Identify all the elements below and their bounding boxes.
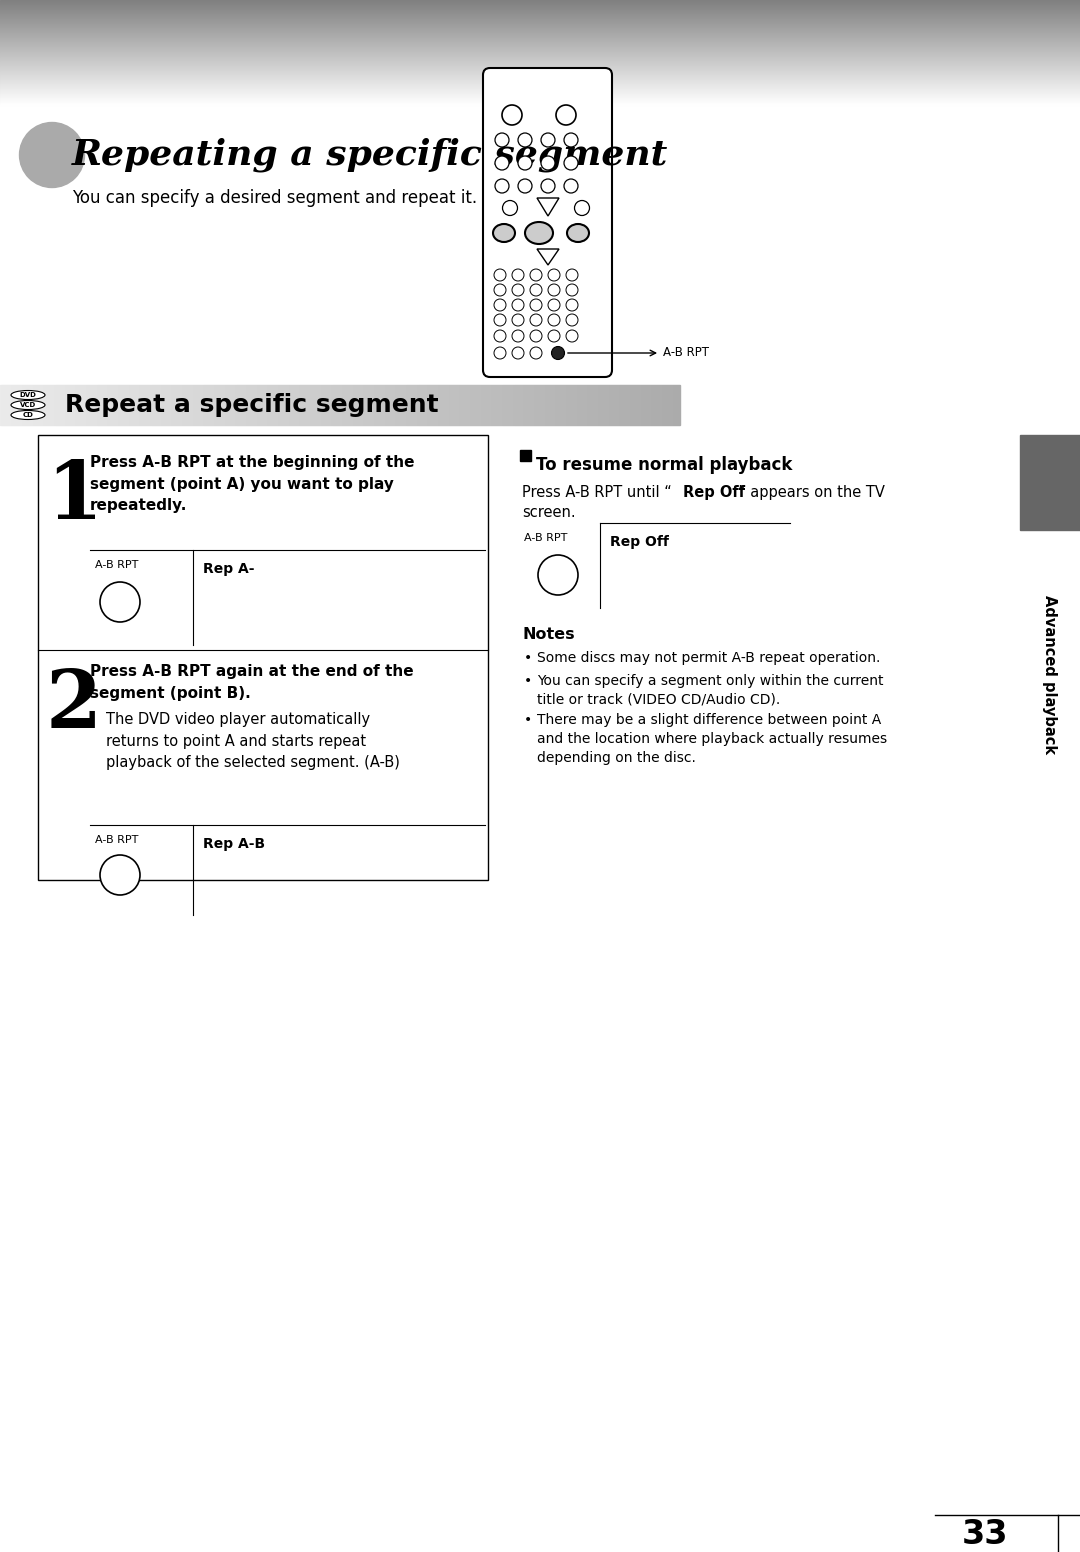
Ellipse shape xyxy=(494,348,507,359)
Ellipse shape xyxy=(502,106,522,126)
Ellipse shape xyxy=(541,178,555,192)
Ellipse shape xyxy=(512,268,524,281)
Ellipse shape xyxy=(494,268,507,281)
Ellipse shape xyxy=(530,314,542,326)
Ellipse shape xyxy=(518,133,532,147)
Text: The DVD video player automatically
returns to point A and starts repeat
playback: The DVD video player automatically retur… xyxy=(106,712,400,770)
Text: 33: 33 xyxy=(962,1518,1009,1552)
Text: •: • xyxy=(524,674,532,688)
Text: •: • xyxy=(524,712,532,726)
Text: DVD: DVD xyxy=(19,393,37,397)
Polygon shape xyxy=(537,199,559,216)
Ellipse shape xyxy=(541,157,555,171)
Ellipse shape xyxy=(575,200,590,216)
Text: Press A-B RPT again at the end of the
segment (point B).: Press A-B RPT again at the end of the se… xyxy=(90,664,414,700)
Text: A-B RPT: A-B RPT xyxy=(95,560,138,570)
Text: screen.: screen. xyxy=(522,504,576,520)
Ellipse shape xyxy=(566,268,578,281)
Ellipse shape xyxy=(567,223,589,242)
Circle shape xyxy=(100,582,140,622)
Text: Repeating a specific segment: Repeating a specific segment xyxy=(72,138,669,172)
Ellipse shape xyxy=(564,157,578,171)
Ellipse shape xyxy=(512,300,524,310)
Ellipse shape xyxy=(530,300,542,310)
Ellipse shape xyxy=(530,331,542,341)
Text: To resume normal playback: To resume normal playback xyxy=(536,456,793,473)
Ellipse shape xyxy=(548,314,561,326)
Text: Press A-B RPT at the beginning of the
segment (point A) you want to play
repeate: Press A-B RPT at the beginning of the se… xyxy=(90,455,415,514)
Ellipse shape xyxy=(564,133,578,147)
Ellipse shape xyxy=(530,268,542,281)
Polygon shape xyxy=(537,248,559,265)
Text: Press A-B RPT until “: Press A-B RPT until “ xyxy=(522,484,672,500)
Bar xyxy=(519,450,531,461)
Text: Rep A-B: Rep A-B xyxy=(203,837,265,850)
Ellipse shape xyxy=(556,106,576,126)
Ellipse shape xyxy=(548,300,561,310)
Ellipse shape xyxy=(530,348,542,359)
Text: 1: 1 xyxy=(46,458,102,535)
Ellipse shape xyxy=(548,331,561,341)
Text: Rep A-: Rep A- xyxy=(203,562,255,576)
Text: A-B RPT: A-B RPT xyxy=(663,346,708,360)
Text: Some discs may not permit A-B repeat operation.: Some discs may not permit A-B repeat ope… xyxy=(537,650,880,664)
Ellipse shape xyxy=(552,346,565,360)
Ellipse shape xyxy=(512,348,524,359)
Text: There may be a slight difference between point A
and the location where playback: There may be a slight difference between… xyxy=(537,712,887,765)
Ellipse shape xyxy=(11,391,45,399)
Ellipse shape xyxy=(566,300,578,310)
Text: VCD: VCD xyxy=(19,402,36,408)
Ellipse shape xyxy=(525,222,553,244)
Ellipse shape xyxy=(541,133,555,147)
Text: 2: 2 xyxy=(46,667,103,745)
Ellipse shape xyxy=(518,178,532,192)
Text: ” appears on the TV: ” appears on the TV xyxy=(738,484,885,500)
Text: CD: CD xyxy=(23,411,33,417)
Text: Repeat a specific segment: Repeat a specific segment xyxy=(65,393,438,417)
Ellipse shape xyxy=(495,157,509,171)
Ellipse shape xyxy=(512,284,524,296)
Bar xyxy=(38,435,488,880)
Ellipse shape xyxy=(495,133,509,147)
Ellipse shape xyxy=(492,223,515,242)
Ellipse shape xyxy=(512,331,524,341)
Ellipse shape xyxy=(512,314,524,326)
Ellipse shape xyxy=(11,400,45,410)
Ellipse shape xyxy=(11,410,45,419)
Ellipse shape xyxy=(548,268,561,281)
Ellipse shape xyxy=(495,178,509,192)
Ellipse shape xyxy=(494,331,507,341)
Text: You can specify a desired segment and repeat it.: You can specify a desired segment and re… xyxy=(72,189,477,206)
Text: Advanced playback: Advanced playback xyxy=(1042,596,1057,754)
FancyBboxPatch shape xyxy=(483,68,612,377)
Text: A-B RPT: A-B RPT xyxy=(524,532,567,543)
Ellipse shape xyxy=(518,157,532,171)
Text: You can specify a segment only within the current
title or track (VIDEO CD/Audio: You can specify a segment only within th… xyxy=(537,674,883,708)
Ellipse shape xyxy=(530,284,542,296)
Ellipse shape xyxy=(548,284,561,296)
Ellipse shape xyxy=(566,314,578,326)
Ellipse shape xyxy=(566,284,578,296)
Bar xyxy=(1020,435,1080,529)
Text: A-B RPT: A-B RPT xyxy=(95,835,138,844)
Ellipse shape xyxy=(494,314,507,326)
Ellipse shape xyxy=(502,200,517,216)
Ellipse shape xyxy=(494,284,507,296)
Text: Notes: Notes xyxy=(522,627,575,643)
Text: •: • xyxy=(524,650,532,664)
Text: Rep Off: Rep Off xyxy=(683,484,745,500)
Text: Rep Off: Rep Off xyxy=(610,535,669,549)
Ellipse shape xyxy=(564,178,578,192)
Ellipse shape xyxy=(566,331,578,341)
Circle shape xyxy=(538,556,578,594)
Circle shape xyxy=(100,855,140,896)
Ellipse shape xyxy=(494,300,507,310)
Ellipse shape xyxy=(19,123,84,188)
